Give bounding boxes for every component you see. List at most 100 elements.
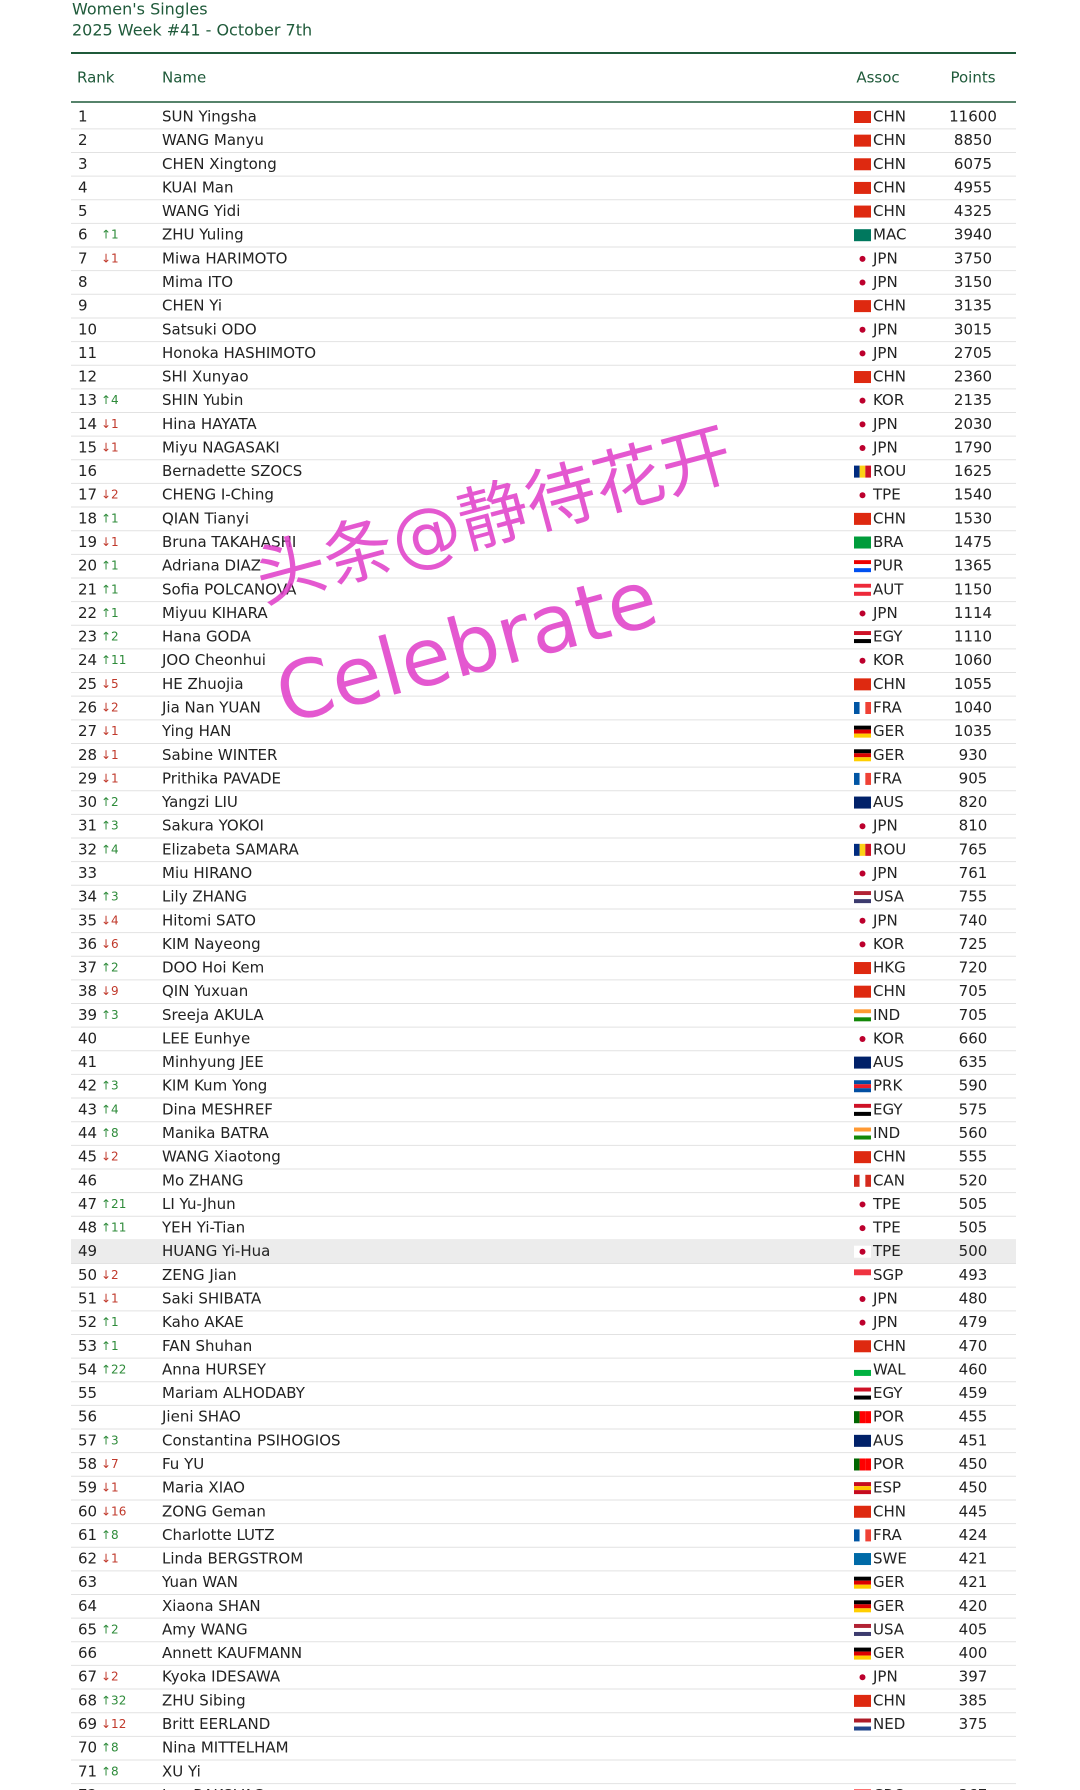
rows: 1 SUN Yingsha CHN 11600 2 WANG Manyu CHN 8850 3 C… <box>71 108 1016 1790</box>
points: 3135 <box>954 297 992 315</box>
points: 460 <box>959 1360 988 1378</box>
flag-dot <box>859 444 866 451</box>
assoc: JPN <box>872 273 898 291</box>
player-name: Sakura YOKOI <box>162 817 264 835</box>
flag-stripe <box>854 568 871 573</box>
player-name: Hina HAYATA <box>162 415 257 433</box>
points: 930 <box>959 746 988 764</box>
flag-dot <box>859 350 866 357</box>
player-name: DOO Hoi Kem <box>162 959 264 977</box>
assoc: JPN <box>872 320 898 338</box>
assoc: ROU <box>873 840 906 858</box>
rank: 52 <box>78 1313 97 1331</box>
flag <box>854 560 871 573</box>
flag-stripe <box>854 1490 871 1495</box>
points: 505 <box>959 1195 988 1213</box>
points: 1035 <box>954 722 992 740</box>
points: 479 <box>959 1313 988 1331</box>
rank-move: ↑2 <box>101 961 119 975</box>
assoc: KOR <box>873 1029 904 1047</box>
rank-move: ↑21 <box>101 1197 126 1211</box>
subtitle: 2025 Week #41 - October 7th <box>72 21 312 40</box>
rank-move: ↓2 <box>101 488 119 502</box>
points: 451 <box>959 1431 988 1449</box>
assoc: JPN <box>872 911 898 929</box>
player-name: Saki SHIBATA <box>162 1290 262 1308</box>
points: 421 <box>959 1573 988 1591</box>
player-name: LI Yu-Jhun <box>162 1195 236 1213</box>
points: 1475 <box>954 533 992 551</box>
player-name: Xiaona SHAN <box>162 1597 261 1615</box>
assoc: EGY <box>873 1384 903 1402</box>
points: 720 <box>959 959 988 977</box>
flag <box>854 1553 871 1566</box>
flag-stripe <box>865 1529 871 1542</box>
player-name: Sofia POLCANOVA <box>162 580 297 598</box>
col-name: Name <box>162 69 206 87</box>
flag <box>854 1103 871 1116</box>
flag-field <box>854 985 871 998</box>
rank: 3 <box>78 155 88 173</box>
rank: 31 <box>78 817 97 835</box>
flag <box>854 607 871 620</box>
assoc: CHN <box>873 675 906 693</box>
flag-stripe <box>854 639 871 644</box>
flag <box>854 583 871 596</box>
flag-stripe <box>854 1726 871 1731</box>
rank: 68 <box>78 1691 97 1709</box>
flag-stripe <box>854 591 871 596</box>
flag <box>854 1529 871 1542</box>
flag-stripe <box>854 899 871 904</box>
assoc: CHN <box>873 1502 906 1520</box>
flag-dot <box>859 397 866 404</box>
points: 367 <box>959 1786 988 1790</box>
flag <box>854 1245 871 1258</box>
points: 375 <box>959 1715 988 1733</box>
rank-move: ↓5 <box>101 677 119 691</box>
flag-stripe <box>865 1411 871 1424</box>
rank: 70 <box>78 1739 97 1757</box>
flag-stripe <box>854 587 871 592</box>
assoc: JPN <box>872 415 898 433</box>
flag-stripe <box>854 560 871 565</box>
flag-field <box>854 1553 871 1566</box>
flag-stripe <box>854 1600 871 1605</box>
flag-stripe <box>854 1580 871 1585</box>
flag-stripe <box>854 1013 871 1018</box>
flag-dot <box>859 326 866 333</box>
rank-move: ↓1 <box>101 1481 119 1495</box>
assoc: PUR <box>873 557 903 575</box>
rank: 21 <box>78 580 97 598</box>
points: 500 <box>959 1242 988 1260</box>
flag <box>854 749 871 762</box>
assoc: TPE <box>872 1219 901 1237</box>
points: 2705 <box>954 344 992 362</box>
rank-move: ↑3 <box>101 890 119 904</box>
rank-move: ↑1 <box>101 1315 119 1329</box>
assoc: CAN <box>873 1171 905 1189</box>
points: 459 <box>959 1384 988 1402</box>
flag-stripe <box>854 1009 871 1014</box>
flag-field <box>854 962 871 975</box>
flag-stripe <box>854 1584 871 1589</box>
flag-stripe <box>854 1127 871 1132</box>
rank: 26 <box>78 699 97 717</box>
points: 450 <box>959 1455 988 1473</box>
flag-stripe <box>854 1017 871 1022</box>
flag-field <box>854 111 871 123</box>
assoc: MAC <box>873 226 906 244</box>
flag <box>854 1387 871 1400</box>
rank: 38 <box>78 982 97 1000</box>
points: 421 <box>959 1550 988 1568</box>
player-name: Sreeja AKULA <box>162 1006 264 1024</box>
flag-field <box>854 678 871 691</box>
flag <box>854 489 871 502</box>
player-name: Amy WANG <box>162 1620 248 1638</box>
assoc: PRK <box>873 1077 903 1095</box>
player-name: Satsuki ODO <box>162 320 257 338</box>
points: 455 <box>959 1408 988 1426</box>
flag <box>854 229 871 242</box>
flag <box>854 1718 871 1731</box>
flag <box>854 891 871 904</box>
